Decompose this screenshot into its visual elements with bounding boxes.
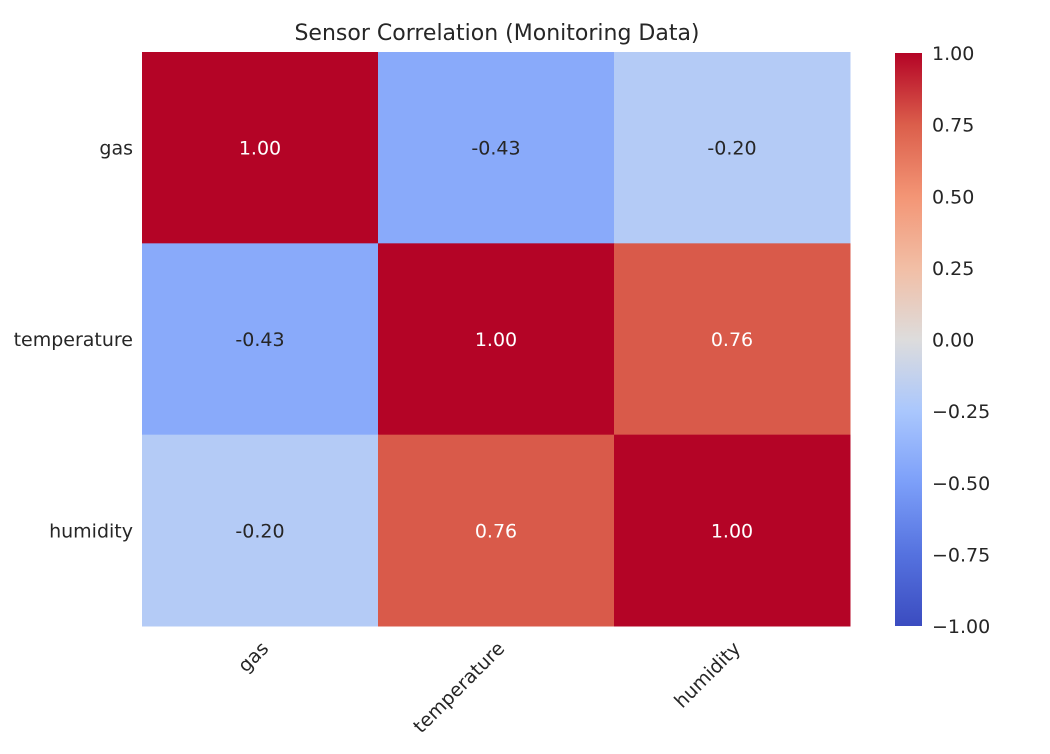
cell-value-label: 1.00 [711, 520, 753, 542]
cell-value-label: 1.00 [475, 329, 517, 351]
x-tick-label: humidity [670, 638, 745, 713]
colorbar-tick-label: −0.50 [932, 473, 990, 495]
colorbar-tick-label: −0.75 [932, 544, 990, 566]
x-tick-label: gas [234, 638, 273, 677]
y-tick-label: temperature [14, 329, 133, 351]
cell-value-label: -0.43 [235, 329, 284, 351]
y-tick-label: humidity [49, 520, 133, 542]
colorbar [895, 53, 922, 626]
colorbar-tick-label: −1.00 [932, 616, 990, 638]
chart-title: Sensor Correlation (Monitoring Data) [294, 21, 699, 46]
y-axis-tick-labels: gas temperature humidity [14, 138, 133, 543]
colorbar-tick-label: 0.75 [932, 115, 974, 137]
cell-value-label: -0.20 [707, 138, 756, 160]
colorbar-tick-labels: 1.00 0.75 0.50 0.25 0.00 −0.25 −0.50 −0.75 −1.00 [932, 43, 990, 638]
cell-value-label: 0.76 [711, 329, 753, 351]
heatmap-cell [378, 243, 615, 436]
x-tick-label: temperature [409, 638, 509, 738]
heatmap-cells [142, 52, 851, 627]
heatmap-cell [614, 434, 851, 627]
heatmap-cell [614, 243, 851, 436]
y-tick-label: gas [99, 138, 133, 160]
colorbar-tick-label: 1.00 [932, 43, 974, 65]
heatmap-cell [378, 52, 615, 244]
cell-value-label: -0.43 [471, 138, 520, 160]
cell-value-label: -0.20 [235, 520, 284, 542]
cell-value-label: 1.00 [239, 138, 281, 160]
heatmap-cell [614, 52, 851, 244]
heatmap-cell [142, 434, 379, 627]
colorbar-tick-label: −0.25 [932, 401, 990, 423]
heatmap-cell [142, 243, 379, 436]
cell-value-label: 0.76 [475, 520, 517, 542]
colorbar-tick-label: 0.25 [932, 258, 974, 280]
heatmap-cell-labels: 1.00 -0.43 -0.20 -0.43 1.00 0.76 -0.20 0.76 1.00 [235, 138, 756, 543]
heatmap-cell [378, 434, 615, 627]
colorbar-tick-label: 0.00 [932, 330, 974, 352]
heatmap-cell [142, 52, 379, 244]
colorbar-tick-label: 0.50 [932, 186, 974, 208]
x-axis-tick-labels: gas temperature humidity [234, 638, 745, 738]
